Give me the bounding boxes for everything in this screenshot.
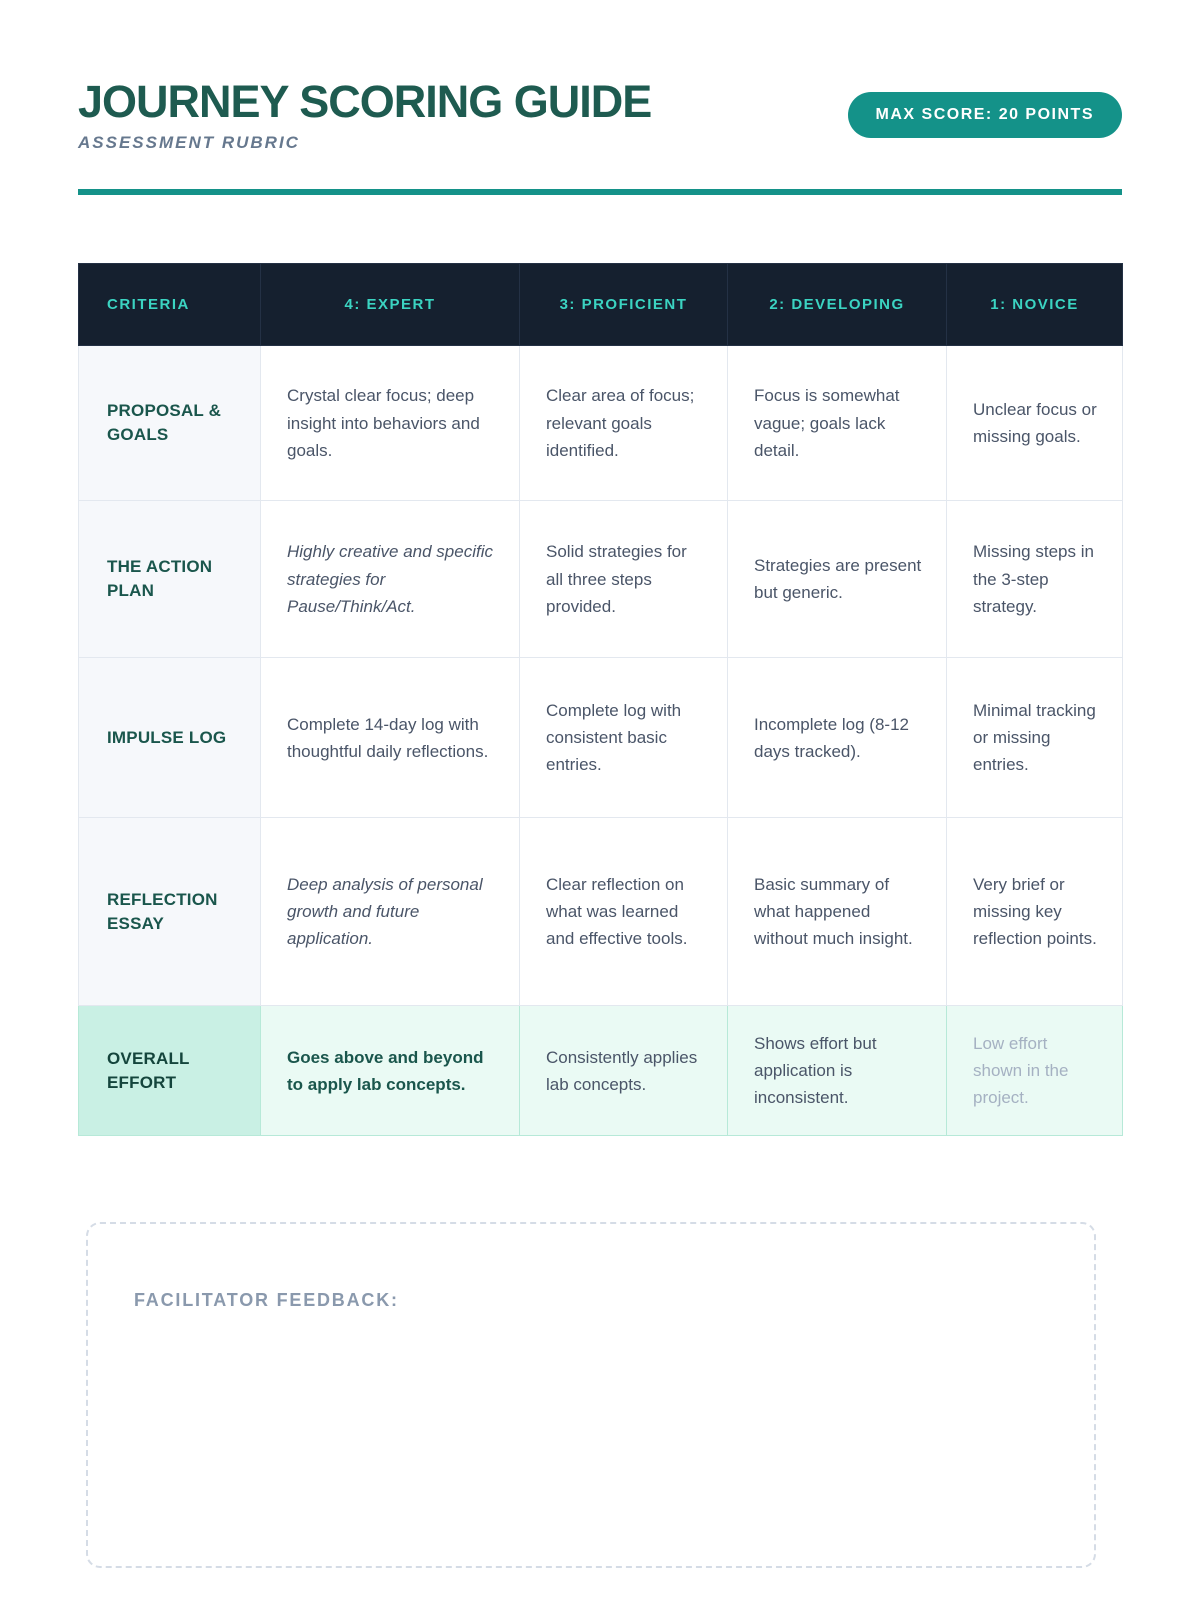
rubric-cell: Focus is somewhat vague; goals lack deta…: [727, 345, 947, 502]
facilitator-feedback-area[interactable]: FACILITATOR FEEDBACK:: [86, 1222, 1096, 1568]
page-subtitle: ASSESSMENT RUBRIC: [78, 133, 300, 153]
rubric-cell: Basic summary of what happened without m…: [727, 817, 947, 1007]
criteria-label: REFLECTION ESSAY: [78, 817, 261, 1007]
max-score-badge: MAX SCORE: 20 POINTS: [847, 92, 1122, 138]
criteria-label: PROPOSAL & GOALS: [78, 345, 261, 502]
rubric-cell: Low effort shown in the project.: [946, 1005, 1123, 1137]
column-header-proficient: 3: PROFICIENT: [519, 263, 728, 347]
rubric-cell: Crystal clear focus; deep insight into b…: [260, 345, 520, 502]
criteria-label: IMPULSE LOG: [78, 657, 261, 819]
table-row-overall-effort: OVERALL EFFORT Goes above and beyond to …: [78, 1005, 1123, 1137]
rubric-cell: Incomplete log (8-12 days tracked).: [727, 657, 947, 819]
rubric-cell: Clear reflection on what was learned and…: [519, 817, 728, 1007]
page-title: JOURNEY SCORING GUIDE: [78, 76, 652, 127]
rubric-cell: Strategies are present but generic.: [727, 500, 947, 659]
rubric-cell: Shows effort but application is inconsis…: [727, 1005, 947, 1137]
table-row-impulse-log: IMPULSE LOG Complete 14-day log with tho…: [78, 657, 1123, 819]
rubric-cell: Complete 14-day log with thoughtful dail…: [260, 657, 520, 819]
rubric-cell: Deep analysis of personal growth and fut…: [260, 817, 520, 1007]
page-content: JOURNEY SCORING GUIDE ASSESSMENT RUBRIC …: [78, 0, 1123, 1137]
column-header-expert: 4: EXPERT: [260, 263, 520, 347]
table-row-action-plan: THE ACTION PLAN Highly creative and spec…: [78, 500, 1123, 659]
rubric-cell: Goes above and beyond to apply lab conce…: [260, 1005, 520, 1137]
rubric-cell: Missing steps in the 3-step strategy.: [946, 500, 1123, 659]
column-header-developing: 2: DEVELOPING: [727, 263, 947, 347]
title-block: JOURNEY SCORING GUIDE ASSESSMENT RUBRIC: [78, 76, 652, 153]
rubric-cell: Clear area of focus; relevant goals iden…: [519, 345, 728, 502]
column-header-novice: 1: NOVICE: [946, 263, 1123, 347]
document-header: JOURNEY SCORING GUIDE ASSESSMENT RUBRIC …: [78, 78, 1122, 153]
rubric-cell: Unclear focus or missing goals.: [946, 345, 1123, 502]
rubric-table-header: CRITERIA 4: EXPERT 3: PROFICIENT 2: DEVE…: [78, 263, 1123, 347]
header-divider-rule: [78, 189, 1122, 196]
rubric-cell: Complete log with consistent basic entri…: [519, 657, 728, 819]
facilitator-feedback-label: FACILITATOR FEEDBACK:: [134, 1290, 399, 1310]
rubric-cell: Very brief or missing key reflection poi…: [946, 817, 1123, 1007]
table-row-proposal-goals: PROPOSAL & GOALS Crystal clear focus; de…: [78, 345, 1123, 502]
criteria-label: OVERALL EFFORT: [78, 1005, 261, 1137]
rubric-cell: Highly creative and specific strategies …: [260, 500, 520, 659]
rubric-cell: Minimal tracking or missing entries.: [946, 657, 1123, 819]
table-row-reflection-essay: REFLECTION ESSAY Deep analysis of person…: [78, 817, 1123, 1007]
column-header-criteria: CRITERIA: [78, 263, 261, 347]
rubric-cell: Solid strategies for all three steps pro…: [519, 500, 728, 659]
rubric-cell: Consistently applies lab concepts.: [519, 1005, 728, 1137]
criteria-label: THE ACTION PLAN: [78, 500, 261, 659]
rubric-table: CRITERIA 4: EXPERT 3: PROFICIENT 2: DEVE…: [78, 263, 1123, 1137]
